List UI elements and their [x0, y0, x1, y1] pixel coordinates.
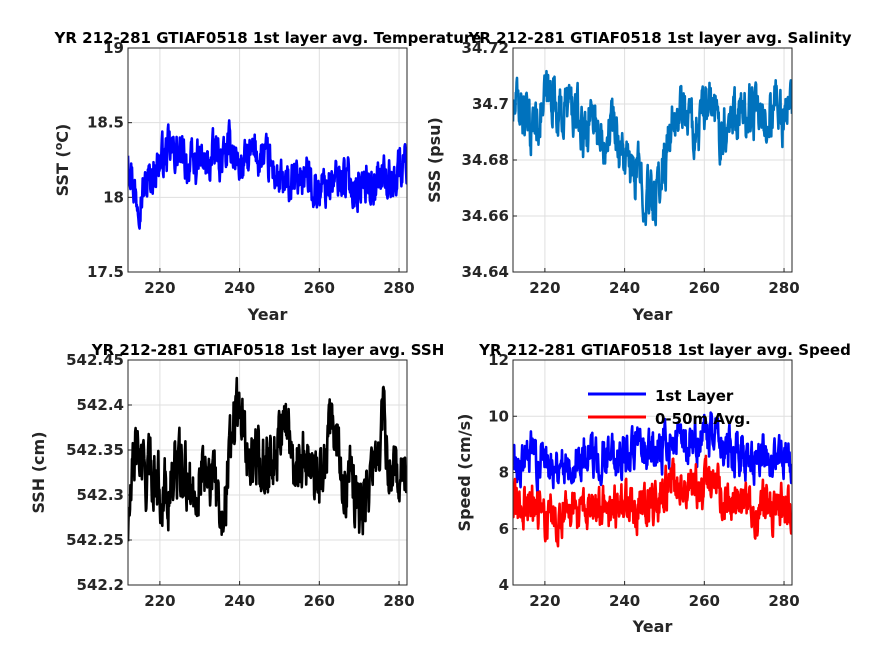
x-tick-label: 240	[224, 592, 255, 610]
axes-frame	[127, 47, 408, 273]
y-tick-label: 18	[103, 188, 124, 206]
y-axis-label: Speed (cm/s)	[455, 414, 474, 532]
y-tick-label: 8	[499, 464, 509, 482]
series-line-1	[513, 69, 792, 227]
y-tick-label: 18.5	[87, 114, 124, 132]
series-line-1	[513, 411, 792, 495]
y-axis-label: SSS (psu)	[425, 117, 444, 203]
y-tick-label: 19	[103, 39, 124, 57]
chart-title: YR 212-281 GTIAF0518 1st layer avg. Temp…	[54, 29, 482, 47]
x-tick-label: 220	[144, 592, 175, 610]
y-tick-label: 542.35	[66, 441, 124, 459]
y-axis-label: SSH (cm)	[29, 431, 48, 513]
y-axis-label-prefix: SST (	[53, 150, 72, 196]
axes-frame	[512, 47, 793, 273]
y-tick-label: 12	[488, 351, 509, 369]
y-axis-label-suffix: C)	[53, 124, 72, 143]
y-tick-label: 10	[488, 407, 509, 425]
y-tick-label: 17.5	[87, 263, 124, 281]
x-tick-label: 280	[768, 279, 799, 297]
chart-title: YR 212-281 GTIAF0518 1st layer avg. Spee…	[478, 341, 851, 359]
y-tick-label: 542.4	[77, 396, 124, 414]
legend-label-2: 0-50m Avg.	[655, 410, 751, 428]
x-tick-label: 260	[689, 279, 720, 297]
series-line-1	[128, 376, 407, 542]
x-tick-label: 240	[609, 279, 640, 297]
chart-panel-3: 220 240 260 280542.2542.25542.3542.35542.45…	[29, 341, 444, 610]
y-tick-label: 34.7	[472, 95, 509, 113]
x-tick-label: 260	[304, 592, 335, 610]
x-axis-label: Year	[247, 305, 288, 324]
chart-title: YR 212-281 GTIAF0518 1st layer avg. SSH	[91, 341, 445, 359]
x-tick-label: 280	[383, 592, 414, 610]
legend-label-1: 1st Layer	[655, 387, 734, 405]
x-axis-label: Year	[632, 305, 673, 324]
x-tick-label: 260	[689, 592, 720, 610]
y-tick-label: 34.66	[462, 207, 509, 225]
y-tick-label: 542.45	[66, 351, 124, 369]
y-tick-label: 6	[499, 520, 509, 538]
x-tick-label: 240	[224, 279, 255, 297]
y-tick-label: 34.68	[462, 151, 509, 169]
legend: 1st Layer 0-50m Avg.	[588, 387, 751, 428]
y-tick-label: 34.72	[462, 39, 509, 57]
x-tick-label: 220	[529, 592, 560, 610]
series-line-1	[128, 119, 407, 230]
x-tick-label: 220	[529, 279, 560, 297]
chart-title: YR 212-281 GTIAF0518 1st layer avg. Sali…	[467, 29, 851, 47]
y-tick-label: 4	[499, 576, 509, 594]
y-axis-label-superscript: o	[52, 142, 65, 150]
y-tick-label: 542.2	[77, 576, 124, 594]
axes-frame	[512, 359, 793, 586]
y-axis-label: SST (oC)	[52, 124, 72, 197]
series-line-2	[513, 454, 792, 548]
x-tick-label: 280	[383, 279, 414, 297]
y-tick-label: 34.64	[462, 263, 509, 281]
axes-frame	[127, 359, 408, 586]
x-tick-label: 280	[768, 592, 799, 610]
x-axis-label: Year	[632, 617, 673, 636]
y-tick-label: 542.25	[66, 531, 124, 549]
x-tick-label: 260	[304, 279, 335, 297]
x-tick-label: 240	[609, 592, 640, 610]
y-tick-label: 542.3	[77, 486, 124, 504]
x-tick-label: 220	[144, 279, 175, 297]
